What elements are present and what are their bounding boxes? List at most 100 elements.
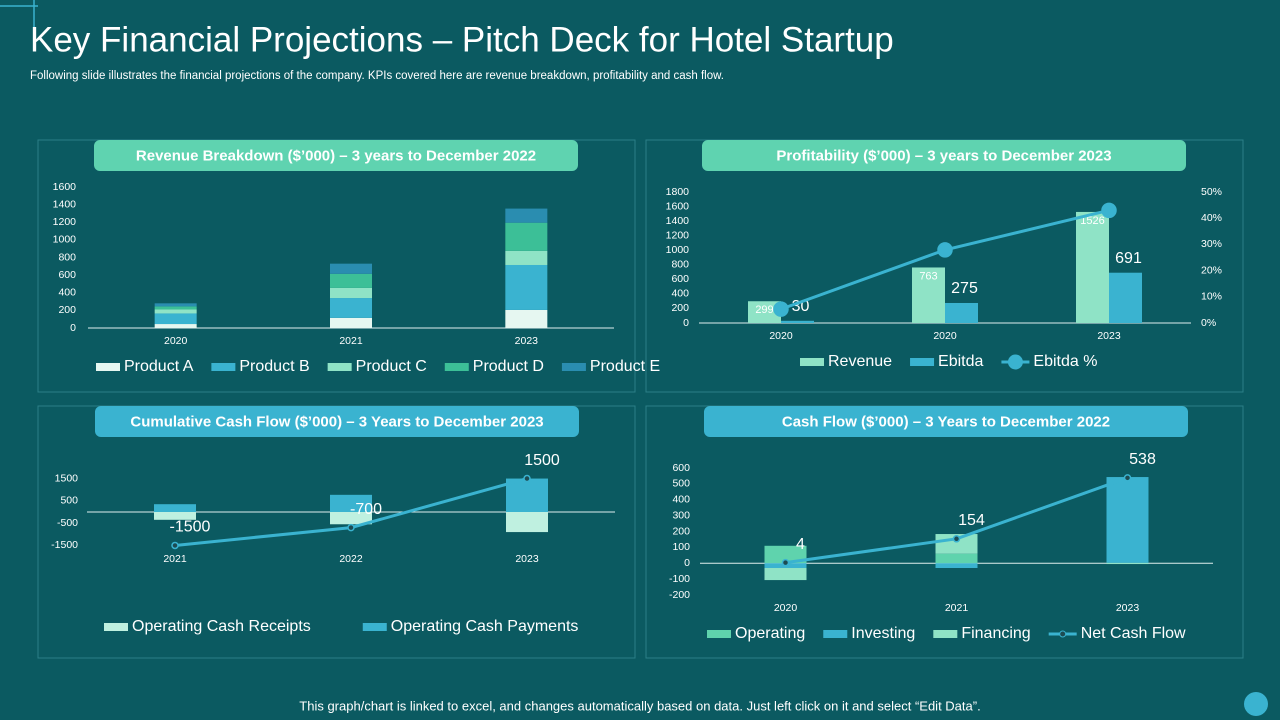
y-tick-label: -1500 <box>51 539 78 551</box>
panel-header <box>704 406 1188 437</box>
legend-label: Product E <box>590 358 660 375</box>
bar <box>506 478 548 512</box>
y-tick-label: 800 <box>671 259 689 271</box>
bar <box>506 512 548 533</box>
legend-label: Operating Cash Receipts <box>132 618 311 635</box>
bar <box>330 298 372 318</box>
legend-label: Operating <box>735 625 805 642</box>
y-tick-label: 1000 <box>53 234 77 246</box>
slide-subtitle: Following slide illustrates the financia… <box>30 70 724 82</box>
y-tick-label: 300 <box>672 509 690 521</box>
line-marker <box>1123 474 1132 482</box>
line-marker <box>347 523 355 532</box>
legend-label: Product B <box>239 358 309 375</box>
x-tick-label: 2020 <box>774 602 798 614</box>
y-tick-label: 400 <box>58 287 76 299</box>
x-tick-label: 2023 <box>515 335 539 347</box>
x-tick-label: 2023 <box>515 553 539 565</box>
data-label: 538 <box>1129 451 1156 468</box>
bar <box>935 563 978 569</box>
x-tick-label: 2021 <box>339 335 363 347</box>
y-tick-label: 1200 <box>53 216 77 228</box>
bar <box>330 317 372 328</box>
bar <box>505 264 548 310</box>
bar <box>154 324 197 328</box>
x-tick-label: 2021 <box>945 602 969 614</box>
bar <box>781 320 814 323</box>
legend-label: Ebitda % <box>1033 353 1097 370</box>
legend-swatch <box>707 630 731 638</box>
legend-label: Revenue <box>828 353 892 370</box>
x-tick-label: 2021 <box>163 553 187 565</box>
legend-swatch <box>327 363 352 371</box>
y-tick-label: -500 <box>57 517 78 529</box>
y-tick-label: 1600 <box>666 200 690 212</box>
y-tick-label: 500 <box>672 478 690 490</box>
data-label: 275 <box>951 280 978 297</box>
legend-swatch <box>910 358 935 366</box>
line-marker <box>1101 202 1117 219</box>
legend-label: Financing <box>961 625 1030 642</box>
line-marker <box>523 474 531 483</box>
y-tick-label: -200 <box>669 589 690 601</box>
data-label: 154 <box>958 512 985 529</box>
y-tick-label: 400 <box>672 494 690 506</box>
y-tick-label: 400 <box>671 288 689 300</box>
y-tick-label: 0 <box>684 557 690 569</box>
data-label: 763 <box>919 270 937 282</box>
y-tick-label: 200 <box>58 304 76 316</box>
y2-tick-label: 50% <box>1201 186 1222 198</box>
legend-label: Investing <box>851 625 915 642</box>
line-marker <box>937 242 953 258</box>
x-tick-label: 2020 <box>164 335 188 347</box>
x-tick-label: 2023 <box>1116 602 1140 614</box>
bar <box>748 301 781 323</box>
panel-header <box>95 406 579 437</box>
legend-label: Product D <box>473 358 544 375</box>
bar <box>505 222 548 251</box>
y-tick-label: 0 <box>70 322 76 334</box>
y-tick-label: 200 <box>672 525 690 537</box>
slide-title: Key Financial Projections – Pitch Deck f… <box>30 20 894 59</box>
line-marker <box>171 541 179 550</box>
bar <box>935 553 978 564</box>
legend-label: Ebitda <box>938 353 983 370</box>
chart-title: Cash Flow ($’000) – 3 Years to December … <box>782 413 1110 430</box>
y2-tick-label: 20% <box>1201 264 1222 276</box>
legend-swatch <box>933 630 958 638</box>
legend-swatch <box>96 363 120 371</box>
legend-swatch <box>211 363 236 371</box>
bar <box>330 263 372 274</box>
y-tick-label: 1500 <box>55 472 79 484</box>
bar <box>912 267 945 323</box>
y-tick-label: 800 <box>58 251 76 263</box>
y-tick-label: 600 <box>671 273 689 285</box>
bar <box>154 504 196 512</box>
line-marker <box>952 535 961 543</box>
data-label: 1526 <box>1080 215 1104 227</box>
bar <box>330 494 372 512</box>
data-label: 4 <box>796 536 805 553</box>
y-tick-label: 1400 <box>53 198 77 210</box>
chart-title: Cumulative Cash Flow ($’000) – 3 Years t… <box>130 413 543 430</box>
y-tick-label: 1600 <box>53 181 77 193</box>
x-tick-label: 2020 <box>769 330 793 342</box>
bar <box>505 250 548 265</box>
legend-label: Product C <box>356 358 427 375</box>
bar <box>154 306 197 310</box>
data-label: 691 <box>1115 250 1142 267</box>
panel <box>645 405 1244 659</box>
x-tick-label: 2020 <box>933 330 957 342</box>
bar <box>154 313 197 325</box>
footer-note: This graph/chart is linked to excel, and… <box>299 698 980 713</box>
y-tick-label: 1000 <box>666 244 690 256</box>
x-tick-label: 2022 <box>339 553 363 565</box>
panel-header <box>94 140 578 171</box>
data-label: -1500 <box>170 519 211 536</box>
line-marker <box>781 558 790 567</box>
y-tick-label: 100 <box>672 541 690 553</box>
y-tick-label: 200 <box>671 302 689 314</box>
bar <box>330 273 372 288</box>
